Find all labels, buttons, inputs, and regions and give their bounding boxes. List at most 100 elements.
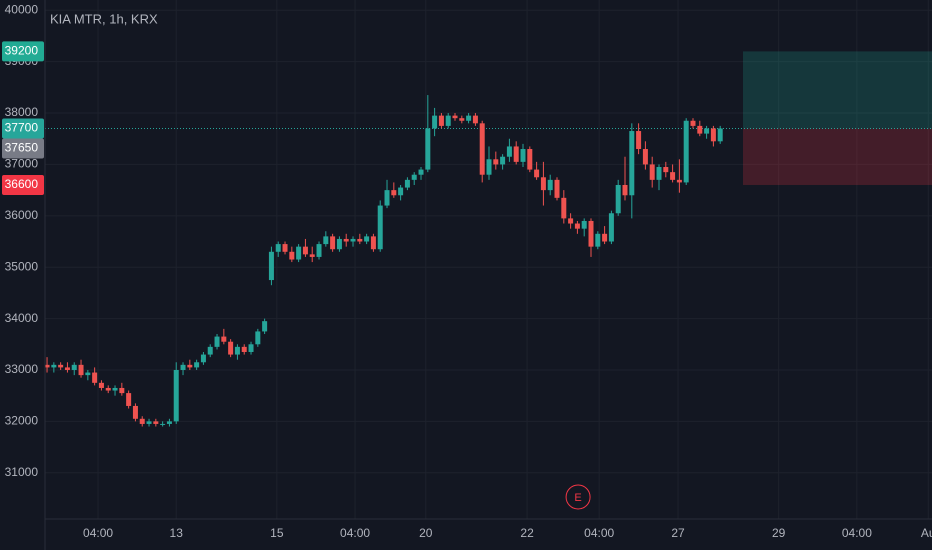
candle-body xyxy=(452,115,458,119)
y-tick-label: 37000 xyxy=(5,157,39,171)
candle-body xyxy=(336,238,342,250)
candle-body xyxy=(520,149,526,162)
candle-body xyxy=(105,387,111,391)
candle-body xyxy=(704,128,710,134)
candle-body xyxy=(622,184,628,196)
candle-body xyxy=(527,149,533,170)
candle-body xyxy=(139,418,145,424)
candle-body xyxy=(568,218,574,224)
candle-body xyxy=(595,233,601,247)
x-tick-label: 13 xyxy=(170,526,184,540)
event-label: E xyxy=(574,492,581,504)
candle-body xyxy=(411,174,417,180)
candle-body xyxy=(330,236,336,250)
candle-body xyxy=(268,251,274,281)
candle-body xyxy=(472,115,478,124)
candle-body xyxy=(302,246,308,255)
candle-body xyxy=(132,405,138,419)
candle-body xyxy=(119,387,125,394)
price-tag xyxy=(2,138,44,159)
candle-body xyxy=(44,364,50,368)
candle-body xyxy=(534,169,540,178)
candle-body xyxy=(418,169,424,175)
candle-body xyxy=(513,146,519,162)
y-tick-label: 36000 xyxy=(5,208,39,222)
candle-body xyxy=(697,125,703,134)
candle-body xyxy=(160,423,166,425)
candle-body xyxy=(112,387,118,391)
candle-body xyxy=(241,346,247,352)
candle-body xyxy=(78,364,84,376)
candle-body xyxy=(343,238,349,242)
candle-body xyxy=(166,421,172,424)
candle-body xyxy=(248,344,254,352)
candle-body xyxy=(323,236,329,245)
candle-body xyxy=(85,372,91,376)
candle-body xyxy=(194,362,200,368)
candle-body xyxy=(275,244,281,252)
candle-body xyxy=(126,393,132,406)
candle-body xyxy=(282,244,288,252)
candle-body xyxy=(500,156,506,165)
candle-body xyxy=(717,128,723,142)
candle-body xyxy=(656,167,662,180)
x-tick-label: 27 xyxy=(671,526,685,540)
candle-body xyxy=(370,236,376,250)
y-tick-label: 33000 xyxy=(5,362,39,376)
price-tag-label: 36600 xyxy=(5,177,39,191)
candle-body xyxy=(309,254,315,257)
candle-body xyxy=(466,115,472,121)
candle-body xyxy=(479,123,485,175)
candle-body xyxy=(146,421,152,424)
x-tick-label: 22 xyxy=(520,526,534,540)
x-tick-label: 15 xyxy=(270,526,284,540)
candle-body xyxy=(364,236,370,242)
candle-body xyxy=(629,131,635,196)
candle-body xyxy=(350,238,356,242)
candle-body xyxy=(670,172,676,180)
y-tick-label: 34000 xyxy=(5,311,39,325)
candle-body xyxy=(98,382,104,388)
candle-body xyxy=(445,115,451,126)
candle-body xyxy=(506,146,512,157)
candle-body xyxy=(588,220,594,247)
candle-body xyxy=(221,336,227,342)
x-tick-label: 04:00 xyxy=(83,526,113,540)
candle-body xyxy=(425,128,431,170)
candle-body xyxy=(398,187,404,196)
x-tick-label: 04:00 xyxy=(842,526,872,540)
candle-body xyxy=(71,364,77,370)
candle-body xyxy=(377,205,383,250)
candle-body xyxy=(207,346,213,355)
candle-body xyxy=(262,321,268,332)
candle-body xyxy=(493,159,499,165)
y-tick-label: 35000 xyxy=(5,259,39,273)
x-tick-label: 04:00 xyxy=(584,526,614,540)
candle-body xyxy=(642,149,648,165)
candle-body xyxy=(683,120,689,183)
candle-body xyxy=(459,118,465,121)
x-tick-label: 20 xyxy=(419,526,433,540)
candle-body xyxy=(228,341,234,355)
candle-body xyxy=(404,179,410,188)
plot: E xyxy=(44,51,932,510)
candle-body xyxy=(690,120,696,126)
candle-body xyxy=(710,128,716,142)
y-tick-label: 38000 xyxy=(5,105,39,119)
price-tag-label: 39200 xyxy=(5,44,39,58)
candle-body xyxy=(649,164,655,180)
price-tag xyxy=(2,41,44,62)
price-tag-label: 37700 xyxy=(5,121,39,135)
chart-title: KIA MTR, 1h, KRX xyxy=(50,11,158,26)
candle-body xyxy=(289,251,295,260)
price-tag xyxy=(2,118,44,139)
candle-body xyxy=(608,213,614,242)
candle-body xyxy=(438,115,444,126)
candle-body xyxy=(153,421,159,424)
price-tag-label: 37650 xyxy=(5,141,39,155)
candle-body xyxy=(58,364,64,368)
candle-body xyxy=(180,364,186,370)
candle-body xyxy=(486,159,492,175)
candle-body xyxy=(574,223,580,229)
